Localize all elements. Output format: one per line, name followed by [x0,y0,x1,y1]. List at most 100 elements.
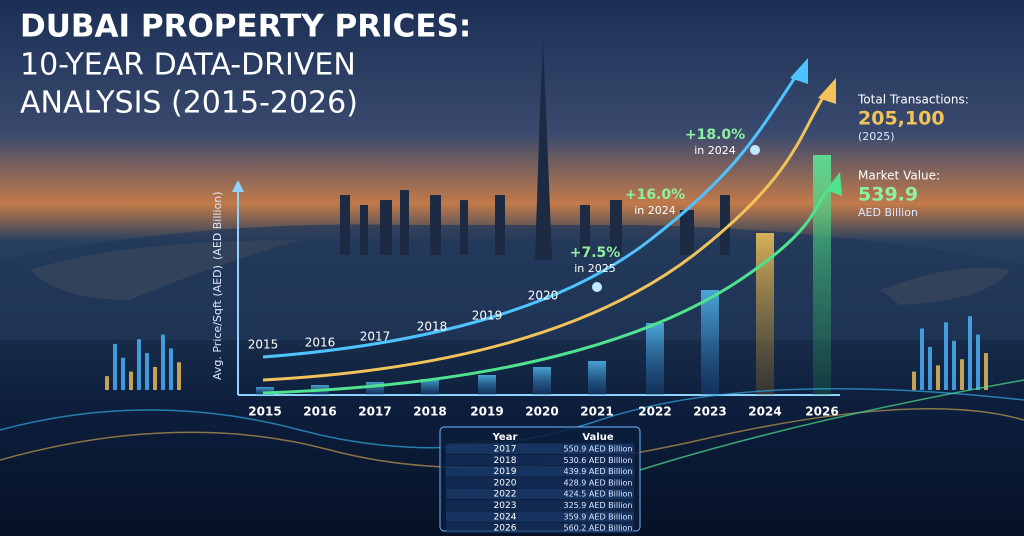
x-label: 2015 [248,405,281,419]
table-header: Value [582,432,613,443]
mini-bar [137,339,141,390]
mini-bar [960,359,964,390]
bar [533,367,551,395]
table-cell: 359.9 AED Billion [563,512,632,521]
stat-label: Market Value: [858,169,940,183]
annotation-note: in 2025 [574,262,616,275]
mini-bar [944,322,948,390]
curve-label: 2015 [248,338,279,352]
table-row [446,443,634,454]
bar [421,379,439,395]
mini-bar [952,340,956,390]
table-cell: 550.9 AED Billion [563,445,632,454]
mini-bar [129,371,133,390]
curve-point [750,145,760,155]
annotation-change: +16.0% [625,187,685,203]
volume-curve [262,183,836,395]
mini-bar [145,353,149,390]
stat-value: 205,100 [858,108,945,130]
mini-bar [153,366,157,390]
x-label: 2021 [580,405,613,419]
annotation-note: in 2024 [694,144,736,157]
stat-value: 539.9 [858,184,918,206]
mini-bar [976,334,980,390]
curve-arrow [790,58,808,84]
curve-label: 2020 [528,289,559,303]
table-cell: 439.9 AED Billion [563,467,632,476]
mini-bar [161,334,165,390]
table-row [446,522,634,534]
table-cell: 2017 [494,445,517,455]
mini-bar [936,365,940,390]
table-row [446,454,634,466]
table-row [446,466,634,477]
price-curve [262,69,802,359]
skyline [340,40,730,260]
annotation-change: +18.0% [685,127,745,143]
table-cell: 2026 [494,524,517,534]
x-label: 2023 [693,405,726,419]
curve-arrow [826,172,842,196]
texts: 2015 2016 2017 2018 2019 2020 2021 2022 2023 2024… [20,9,969,534]
table-cell: 530.6 AED Billion [563,456,632,465]
mini-bar [920,328,924,390]
bars [105,155,988,395]
table-row [446,511,634,522]
table-cell: 325.9 AED Billion [563,501,632,510]
table-cell: 2019 [494,467,517,477]
mini-bar [113,343,117,390]
table-cell: 2018 [494,456,517,466]
table-cell: 424.5 AED Billion [563,490,632,499]
stat-note: AED Billion [858,206,918,219]
table-cell: 2024 [494,512,517,522]
bar [478,375,496,395]
annotation-change: +7.5% [570,245,621,261]
table-header: Year [492,432,518,443]
x-label: 2016 [303,405,336,419]
mini-bar [984,353,988,390]
mini-bar [912,371,916,390]
table-cell: 428.9 AED Billion [563,478,632,487]
curve-arrow [818,78,836,104]
curve-label: 2016 [305,336,336,350]
bar [701,290,719,395]
curve-label: 2017 [360,330,391,344]
bar [646,323,664,395]
mini-bar [928,346,932,390]
mini-bar [121,357,125,390]
table-row [446,477,634,488]
title: ANALYSIS (2015-2026) [20,86,358,121]
mini-bar [169,348,173,390]
stat-label: Total Transactions: [857,93,969,107]
axis-arrow [232,180,244,192]
x-label: 2019 [470,405,503,419]
mini-bar [105,376,109,390]
x-label: 2026 [805,405,838,419]
bar [588,361,606,395]
value-curve [262,89,830,382]
x-label: 2017 [358,405,391,419]
table-row [446,500,634,511]
x-label: 2018 [413,405,446,419]
y-label: Avg. Price/Sqft (AED) [211,265,224,380]
mini-bar [968,316,972,390]
stat-note: (2025) [858,130,895,143]
annotation-note: in 2024 [634,204,676,217]
curve-label: 2018 [417,320,448,334]
bar [813,155,831,395]
x-label: 2020 [525,405,558,419]
bar [756,233,774,395]
x-label: 2024 [748,405,781,419]
table-cell: 2023 [494,501,517,511]
table-cell: 560.2 AED Billion [563,524,632,533]
x-label: 2022 [638,405,671,419]
table-cell: 2020 [494,478,517,488]
wave [639,379,1024,471]
mini-bar [177,362,181,390]
bar [256,387,274,395]
curve-label: 2019 [472,309,503,323]
y2-label: (AED Billion) [211,192,224,261]
curve-point [592,282,602,292]
